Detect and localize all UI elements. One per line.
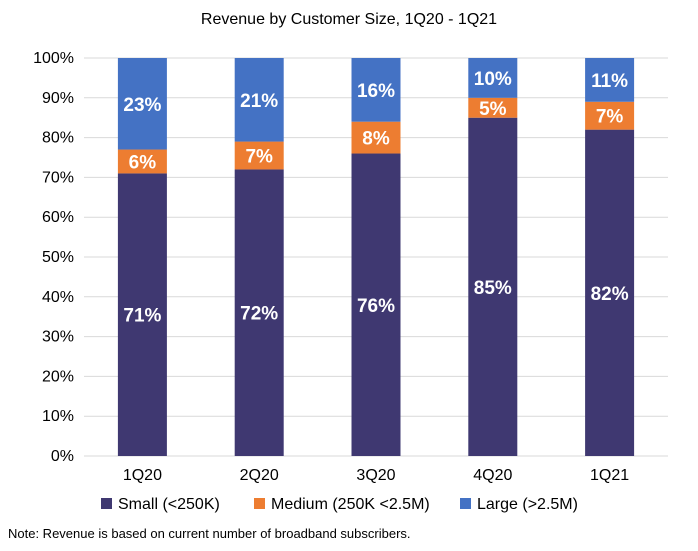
- bar-segment-large: [468, 58, 518, 98]
- bar-segment-large: [351, 58, 401, 122]
- bar-stack-1q20: 71% 6% 23%: [117, 58, 167, 457]
- data-label-large: 16%: [357, 81, 395, 102]
- legend-item: Medium (250K <2.5M): [254, 496, 430, 513]
- data-label-large: 11%: [591, 71, 628, 92]
- legend-label: Large (>2.5M): [477, 496, 578, 513]
- x-tick-label: 1Q21: [590, 467, 629, 484]
- bars: 71% 6% 23% 72% 7% 21% 76% 8% 16% 85% 5% 10% 82% 7% 11%: [117, 58, 635, 457]
- data-label-medium: 8%: [362, 129, 390, 150]
- legend-swatch: [254, 498, 265, 509]
- bar-segment-small: [351, 153, 401, 456]
- y-axis-ticks: 0% 10% 20% 30% 40% 50% 60% 70% 80% 90% 100%: [33, 50, 74, 465]
- y-tick-label: 80%: [42, 130, 74, 147]
- bar-stack-4q20: 85% 5% 10%: [468, 58, 518, 456]
- data-label-small: 85%: [474, 278, 512, 299]
- data-label-medium: 7%: [245, 147, 273, 168]
- bar-stack-3q20: 76% 8% 16%: [351, 58, 401, 456]
- y-tick-label: 40%: [42, 289, 74, 306]
- data-label-small: 76%: [357, 296, 395, 317]
- bar-segment-medium: [468, 97, 518, 118]
- data-label-medium: 7%: [596, 107, 624, 128]
- bar-segment-medium: [117, 149, 167, 174]
- bar-segment-large: [234, 58, 284, 142]
- bar-segment-large: [117, 58, 167, 150]
- y-tick-label: 30%: [42, 329, 74, 346]
- chart-title: Revenue by Customer Size, 1Q20 - 1Q21: [201, 11, 497, 28]
- x-tick-label: 4Q20: [473, 467, 512, 484]
- y-tick-label: 100%: [33, 50, 74, 67]
- x-tick-label: 3Q20: [356, 467, 395, 484]
- bar-segment-small: [468, 117, 518, 456]
- data-label-large: 21%: [240, 91, 278, 112]
- y-tick-label: 20%: [42, 368, 74, 385]
- y-tick-label: 60%: [42, 209, 74, 226]
- x-tick-label: 1Q20: [123, 467, 162, 484]
- bar-segment-small: [117, 173, 167, 457]
- bar-segment-medium: [351, 121, 401, 154]
- y-tick-label: 90%: [42, 90, 74, 107]
- legend-swatch: [460, 498, 471, 509]
- x-axis-ticks: 1Q20 2Q20 3Q20 4Q20 1Q21: [123, 467, 629, 484]
- bar-segment-medium: [585, 101, 635, 130]
- data-label-small: 71%: [123, 306, 161, 327]
- legend: Small (<250K) Medium (250K <2.5M) Large (>…: [101, 496, 578, 513]
- y-tick-label: 10%: [42, 408, 74, 425]
- bar-stack-1q21: 82% 7% 11%: [585, 58, 635, 456]
- legend-item: Small (<250K): [101, 496, 220, 513]
- x-tick-label: 2Q20: [240, 467, 279, 484]
- bar-segment-large: [585, 58, 635, 102]
- data-label-small: 82%: [591, 284, 629, 305]
- legend-label: Medium (250K <2.5M): [271, 496, 430, 513]
- y-tick-label: 0%: [51, 448, 74, 465]
- bar-stack-2q20: 72% 7% 21%: [234, 58, 284, 456]
- y-tick-label: 50%: [42, 249, 74, 266]
- legend-label: Small (<250K): [118, 496, 220, 513]
- legend-item: Large (>2.5M): [460, 496, 578, 513]
- data-label-large: 23%: [123, 95, 161, 116]
- data-label-medium: 5%: [479, 99, 507, 120]
- footnote: Note: Revenue is based on current number…: [8, 526, 411, 541]
- y-tick-label: 70%: [42, 169, 74, 186]
- bar-segment-small: [585, 129, 635, 456]
- bar-segment-small: [234, 169, 284, 456]
- bar-segment-medium: [234, 141, 284, 170]
- legend-swatch: [101, 498, 112, 509]
- data-label-large: 10%: [474, 69, 512, 90]
- data-label-medium: 6%: [129, 152, 157, 173]
- data-label-small: 72%: [240, 304, 278, 325]
